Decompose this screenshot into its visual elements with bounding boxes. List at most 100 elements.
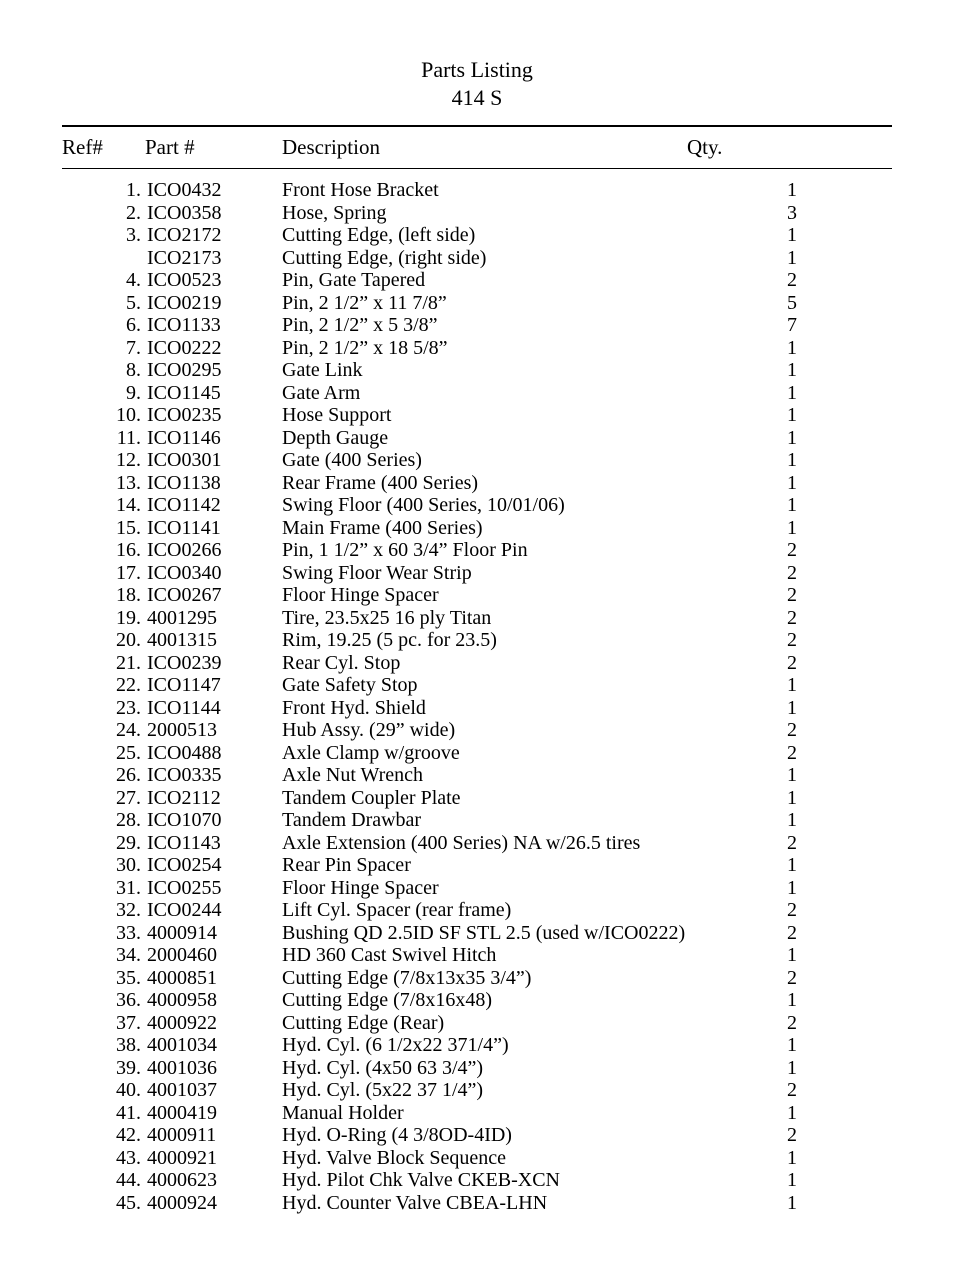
qty-cell: 1 xyxy=(687,169,892,202)
table-row: 40.4001037Hyd. Cyl. (5x22 37 1/4”)2 xyxy=(62,1079,892,1102)
part-cell: 4001036 xyxy=(145,1057,282,1080)
part-cell: ICO0255 xyxy=(145,877,282,900)
description-cell: Pin, 2 1/2” x 5 3/8” xyxy=(282,314,687,337)
description-cell: Main Frame (400 Series) xyxy=(282,517,687,540)
row-indent xyxy=(62,584,86,607)
table-row: 18.ICO0267Floor Hinge Spacer2 xyxy=(62,584,892,607)
qty-cell: 1 xyxy=(687,1147,892,1170)
table-row: 1.ICO0432Front Hose Bracket1 xyxy=(62,169,892,202)
ref-cell: 5. xyxy=(86,292,145,315)
ref-cell: 16. xyxy=(86,539,145,562)
row-indent xyxy=(62,472,86,495)
header-part: Part # xyxy=(145,127,282,168)
row-indent xyxy=(62,764,86,787)
row-indent xyxy=(62,1147,86,1170)
ref-cell: 4. xyxy=(86,269,145,292)
part-cell: ICO0254 xyxy=(145,854,282,877)
part-cell: 4000851 xyxy=(145,967,282,990)
row-indent xyxy=(62,382,86,405)
table-row: 27.ICO2112Tandem Coupler Plate1 xyxy=(62,787,892,810)
description-cell: Front Hyd. Shield xyxy=(282,697,687,720)
table-row: 9.ICO1145Gate Arm1 xyxy=(62,382,892,405)
row-indent xyxy=(62,1124,86,1147)
description-cell: Gate Safety Stop xyxy=(282,674,687,697)
table-row: 6.ICO1133Pin, 2 1/2” x 5 3/8”7 xyxy=(62,314,892,337)
qty-cell: 1 xyxy=(687,787,892,810)
row-indent xyxy=(62,697,86,720)
qty-cell: 1 xyxy=(687,247,892,270)
description-cell: Hose, Spring xyxy=(282,202,687,225)
row-indent xyxy=(62,1057,86,1080)
description-cell: Rear Cyl. Stop xyxy=(282,652,687,675)
qty-cell: 1 xyxy=(687,224,892,247)
part-cell: ICO1142 xyxy=(145,494,282,517)
row-indent xyxy=(62,404,86,427)
description-cell: Pin, 1 1/2” x 60 3/4” Floor Pin xyxy=(282,539,687,562)
row-indent xyxy=(62,539,86,562)
description-cell: Hyd. Pilot Chk Valve CKEB-XCN xyxy=(282,1169,687,1192)
part-cell: ICO1070 xyxy=(145,809,282,832)
qty-cell: 1 xyxy=(687,382,892,405)
table-row: 13.ICO1138Rear Frame (400 Series)1 xyxy=(62,472,892,495)
table-row: 11.ICO1146Depth Gauge1 xyxy=(62,427,892,450)
ref-cell: 12. xyxy=(86,449,145,472)
ref-cell: 11. xyxy=(86,427,145,450)
table-row: 7.ICO0222Pin, 2 1/2” x 18 5/8”1 xyxy=(62,337,892,360)
part-cell: ICO0222 xyxy=(145,337,282,360)
table-row: 20.4001315Rim, 19.25 (5 pc. for 23.5)2 xyxy=(62,629,892,652)
description-cell: Pin, Gate Tapered xyxy=(282,269,687,292)
qty-cell: 1 xyxy=(687,1057,892,1080)
row-indent xyxy=(62,449,86,472)
qty-cell: 1 xyxy=(687,404,892,427)
qty-cell: 2 xyxy=(687,899,892,922)
qty-cell: 1 xyxy=(687,877,892,900)
ref-cell: 41. xyxy=(86,1102,145,1125)
table-row: 30.ICO0254Rear Pin Spacer1 xyxy=(62,854,892,877)
ref-cell: 26. xyxy=(86,764,145,787)
description-cell: Lift Cyl. Spacer (rear frame) xyxy=(282,899,687,922)
qty-cell: 2 xyxy=(687,1012,892,1035)
table-row: 26.ICO0335Axle Nut Wrench1 xyxy=(62,764,892,787)
qty-cell: 5 xyxy=(687,292,892,315)
part-cell: ICO2172 xyxy=(145,224,282,247)
ref-cell: 2. xyxy=(86,202,145,225)
ref-cell: 40. xyxy=(86,1079,145,1102)
ref-cell: 14. xyxy=(86,494,145,517)
description-cell: Floor Hinge Spacer xyxy=(282,877,687,900)
description-cell: Gate (400 Series) xyxy=(282,449,687,472)
ref-cell: 3. xyxy=(86,224,145,247)
ref-cell: 45. xyxy=(86,1192,145,1215)
table-row: 39.4001036Hyd. Cyl. (4x50 63 3/4”)1 xyxy=(62,1057,892,1080)
row-indent xyxy=(62,877,86,900)
table-row: 25.ICO0488Axle Clamp w/groove2 xyxy=(62,742,892,765)
description-cell: Hose Support xyxy=(282,404,687,427)
row-indent xyxy=(62,562,86,585)
description-cell: Rim, 19.25 (5 pc. for 23.5) xyxy=(282,629,687,652)
row-indent xyxy=(62,169,86,202)
part-cell: ICO0340 xyxy=(145,562,282,585)
header-qty: Qty. xyxy=(687,127,892,168)
qty-cell: 2 xyxy=(687,832,892,855)
part-cell: 4000419 xyxy=(145,1102,282,1125)
row-indent xyxy=(62,922,86,945)
description-cell: Gate Arm xyxy=(282,382,687,405)
qty-cell: 1 xyxy=(687,989,892,1012)
part-cell: 4000958 xyxy=(145,989,282,1012)
description-cell: HD 360 Cast Swivel Hitch xyxy=(282,944,687,967)
description-cell: Hyd. Counter Valve CBEA-LHN xyxy=(282,1192,687,1215)
part-cell: ICO0266 xyxy=(145,539,282,562)
row-indent xyxy=(62,314,86,337)
table-row: 35.4000851Cutting Edge (7/8x13x35 3/4”)2 xyxy=(62,967,892,990)
ref-cell: 44. xyxy=(86,1169,145,1192)
description-cell: Gate Link xyxy=(282,359,687,382)
description-cell: Bushing QD 2.5ID SF STL 2.5 (used w/ICO0… xyxy=(282,922,687,945)
description-cell: Pin, 2 1/2” x 11 7/8” xyxy=(282,292,687,315)
part-cell: 2000513 xyxy=(145,719,282,742)
ref-cell: 1. xyxy=(86,169,145,202)
part-cell: ICO0523 xyxy=(145,269,282,292)
qty-cell: 1 xyxy=(687,854,892,877)
ref-cell: 37. xyxy=(86,1012,145,1035)
part-cell: ICO1144 xyxy=(145,697,282,720)
description-cell: Cutting Edge, (right side) xyxy=(282,247,687,270)
description-cell: Rear Pin Spacer xyxy=(282,854,687,877)
